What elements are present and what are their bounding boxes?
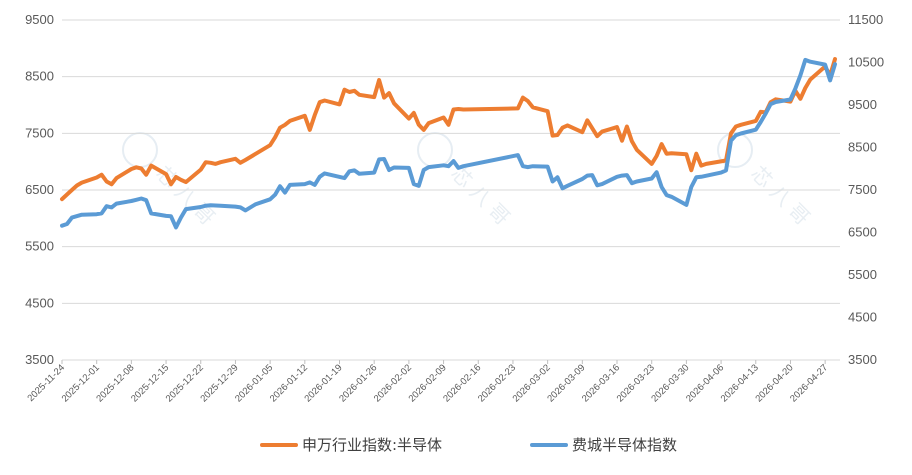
legend-label: 申万行业指数:半导体 bbox=[302, 436, 442, 454]
right-y-tick-label: 8500 bbox=[848, 140, 877, 155]
right-y-tick-label: 10500 bbox=[848, 55, 884, 70]
left-y-tick-label: 8500 bbox=[25, 69, 54, 84]
watermark-logo: 芯 八 哥 bbox=[417, 132, 515, 230]
right-y-tick-label: 9500 bbox=[848, 97, 877, 112]
right-y-tick-label: 3500 bbox=[848, 352, 877, 367]
right-y-tick-label: 7500 bbox=[848, 182, 877, 197]
legend-label: 费城半导体指数 bbox=[572, 436, 677, 454]
series-line-sw-semiconductor bbox=[60, 57, 837, 202]
series-line-sox bbox=[60, 57, 837, 230]
left-y-tick-label: 9500 bbox=[25, 12, 54, 27]
left-y-tick-label: 4500 bbox=[25, 295, 54, 310]
right-y-tick-label: 4500 bbox=[848, 310, 877, 325]
watermark-logo: 芯 八 哥 bbox=[717, 132, 815, 230]
svg-text:芯 八 哥: 芯 八 哥 bbox=[746, 161, 814, 229]
watermark-layer: 芯 八 哥 芯 八 哥 芯 八 哥 bbox=[122, 132, 815, 230]
svg-text:芯 八 哥: 芯 八 哥 bbox=[446, 161, 514, 229]
left-y-tick-label: 3500 bbox=[25, 352, 54, 367]
right-y-tick-label: 5500 bbox=[848, 267, 877, 282]
legend-item: 费城半导体指数 bbox=[530, 436, 677, 454]
legend-item: 申万行业指数:半导体 bbox=[260, 436, 442, 454]
left-y-tick-label: 5500 bbox=[25, 239, 54, 254]
x-axis: 2025-11-242025-12-012025-12-082025-12-15… bbox=[25, 360, 830, 404]
left-y-tick-label: 7500 bbox=[25, 125, 54, 140]
right-y-tick-label: 6500 bbox=[848, 225, 877, 240]
left-y-axis: 3500 4500 5500 6500 7500 8500 9500 bbox=[25, 12, 54, 367]
legend: 申万行业指数:半导体 费城半导体指数 bbox=[260, 436, 677, 454]
gridlines bbox=[62, 19, 840, 361]
right-y-axis: 3500 4500 5500 6500 7500 8500 9500 10500 11500 bbox=[848, 12, 884, 367]
x-tick-label: 2026-04-27 bbox=[788, 362, 830, 404]
series-layer bbox=[60, 57, 837, 230]
left-y-tick-label: 6500 bbox=[25, 182, 54, 197]
right-y-tick-label: 11500 bbox=[848, 12, 883, 27]
